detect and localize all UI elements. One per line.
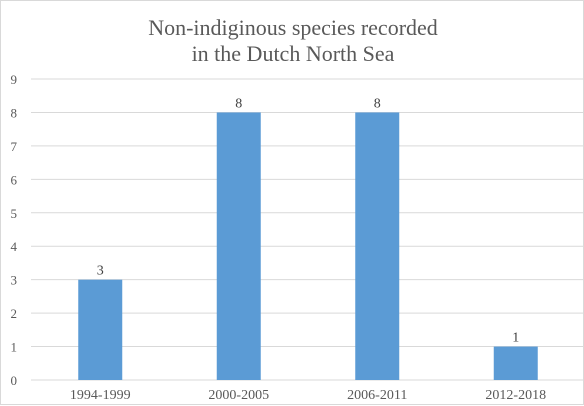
y-tick-label: 3 <box>11 273 18 288</box>
y-tick-label: 0 <box>11 373 18 388</box>
x-tick-label: 2006-2011 <box>347 388 407 403</box>
x-axis-ticks: 1994-1999 2000-2005 2006-2011 2012-2018 <box>70 388 546 403</box>
bar <box>493 346 538 380</box>
chart-title-line-1: Non-indiginous species recorded <box>148 15 438 40</box>
chart-title-line-2: in the Dutch North Sea <box>191 41 395 66</box>
x-tick-label: 2000-2005 <box>208 388 269 403</box>
y-tick-label: 8 <box>11 105 18 120</box>
data-label: 3 <box>97 264 104 279</box>
bar <box>78 279 123 380</box>
data-label: 1 <box>512 331 519 346</box>
y-tick-label: 6 <box>11 172 18 187</box>
y-tick-label: 4 <box>11 239 18 254</box>
x-tick-label: 1994-1999 <box>70 388 131 403</box>
bars <box>78 112 538 380</box>
y-tick-label: 1 <box>11 340 18 355</box>
y-tick-label: 5 <box>11 206 18 221</box>
data-label: 8 <box>235 96 242 111</box>
bar <box>216 112 261 380</box>
bar <box>355 112 400 380</box>
y-tick-label: 7 <box>11 139 18 154</box>
y-axis-ticks: 0 1 2 3 4 5 6 7 8 9 <box>11 72 18 388</box>
gridlines <box>31 78 584 381</box>
y-tick-label: 9 <box>11 72 18 87</box>
x-tick-label: 2012-2018 <box>485 388 546 403</box>
data-labels: 3 8 8 1 <box>97 96 520 345</box>
y-tick-label: 2 <box>11 306 18 321</box>
data-label: 8 <box>374 96 381 111</box>
